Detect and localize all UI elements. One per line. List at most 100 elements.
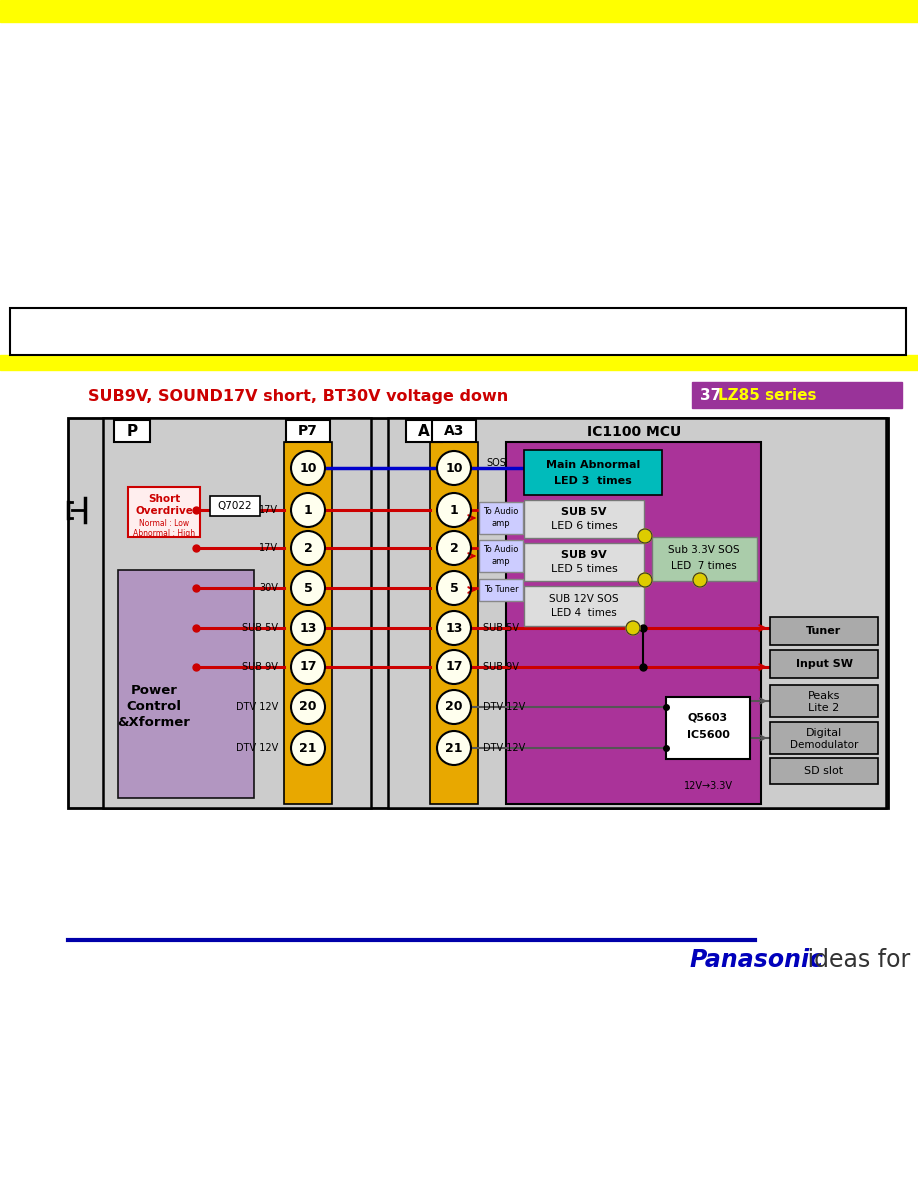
Bar [479, 503, 523, 533]
Text: LED  7 times: LED 7 times [671, 561, 737, 571]
Text: Overdrive: Overdrive [135, 506, 193, 516]
Text: 1: 1 [304, 504, 312, 517]
Text: SUB 5V: SUB 5V [242, 623, 278, 633]
Text: Control: Control [127, 700, 182, 713]
Text: Peaks: Peaks [808, 691, 840, 701]
Circle shape [626, 621, 640, 636]
Text: 21: 21 [445, 741, 463, 754]
Circle shape [291, 731, 325, 765]
Bar [479, 579, 523, 601]
Text: 20: 20 [299, 701, 317, 714]
Circle shape [638, 529, 652, 543]
Text: 20: 20 [445, 701, 463, 714]
Circle shape [291, 571, 325, 605]
Bar [286, 421, 330, 442]
Text: P7: P7 [298, 424, 318, 438]
Bar [506, 442, 761, 804]
Text: Digital: Digital [806, 728, 842, 738]
Circle shape [437, 690, 471, 723]
Bar [524, 450, 662, 495]
Text: 1: 1 [450, 504, 458, 517]
Text: LED 5 times: LED 5 times [551, 564, 618, 574]
Text: 17V: 17V [259, 543, 278, 552]
Circle shape [291, 531, 325, 565]
Text: P: P [127, 423, 138, 438]
Bar [770, 685, 878, 718]
Bar [0, 355, 918, 369]
Circle shape [437, 451, 471, 485]
Text: Demodulator: Demodulator [789, 740, 858, 750]
Text: To Audio: To Audio [483, 507, 519, 517]
Bar [103, 418, 371, 808]
Text: Tuner: Tuner [806, 626, 842, 636]
Bar [479, 541, 523, 571]
Text: 21: 21 [299, 741, 317, 754]
Text: 37: 37 [700, 387, 722, 403]
Bar [210, 497, 260, 516]
Text: SOS: SOS [486, 459, 506, 468]
Text: Normal : Low: Normal : Low [139, 519, 189, 529]
Text: 17: 17 [445, 661, 463, 674]
Circle shape [437, 611, 471, 645]
Circle shape [291, 650, 325, 684]
Text: SUB 9V: SUB 9V [483, 662, 519, 672]
Text: &Xformer: &Xformer [118, 715, 190, 728]
Text: Abnormal : High: Abnormal : High [133, 530, 195, 538]
Text: SUB 9V: SUB 9V [561, 550, 607, 560]
Bar [128, 487, 200, 537]
Text: 10: 10 [445, 461, 463, 474]
Bar [430, 442, 478, 804]
Bar [432, 421, 476, 442]
Bar [10, 308, 906, 355]
Text: SD slot: SD slot [804, 766, 844, 776]
Text: 13: 13 [299, 621, 317, 634]
Text: ideas for life: ideas for life [800, 948, 918, 972]
Circle shape [638, 573, 652, 587]
Text: DTV 12V: DTV 12V [483, 702, 525, 712]
Text: Main Abnormal: Main Abnormal [546, 460, 640, 470]
Text: 12V→3.3V: 12V→3.3V [684, 781, 733, 791]
Bar [770, 758, 878, 784]
Text: SUB 12V SOS: SUB 12V SOS [549, 594, 619, 604]
Circle shape [291, 493, 325, 527]
Text: 17V: 17V [259, 505, 278, 516]
Bar [524, 543, 644, 581]
Text: DTV 12V: DTV 12V [236, 702, 278, 712]
Text: A3: A3 [443, 424, 465, 438]
Text: LED 4  times: LED 4 times [551, 608, 617, 618]
Bar [68, 418, 888, 808]
Circle shape [291, 451, 325, 485]
Text: SUB 5V: SUB 5V [561, 507, 607, 517]
Text: 5: 5 [450, 581, 458, 594]
Bar [0, 0, 918, 23]
Text: amp: amp [492, 519, 510, 529]
Text: Sub 3.3V SOS: Sub 3.3V SOS [668, 545, 740, 555]
Text: 17: 17 [299, 661, 317, 674]
Bar [524, 586, 644, 626]
Text: Power: Power [130, 683, 177, 696]
Text: Input SW: Input SW [796, 659, 853, 669]
Circle shape [693, 573, 707, 587]
Text: IC1100 MCU: IC1100 MCU [587, 425, 681, 440]
Bar [388, 418, 886, 808]
Text: 10: 10 [299, 461, 317, 474]
Text: IC5600: IC5600 [687, 729, 730, 740]
Bar [114, 421, 150, 442]
Text: A: A [418, 423, 430, 438]
Text: DTV 12V: DTV 12V [236, 742, 278, 753]
Circle shape [437, 531, 471, 565]
Bar [770, 722, 878, 754]
Text: Panasonic: Panasonic [690, 948, 824, 972]
Bar [666, 697, 750, 759]
Bar [406, 421, 442, 442]
Bar [770, 617, 878, 645]
Circle shape [437, 650, 471, 684]
Text: LZ85 series: LZ85 series [718, 387, 816, 403]
Text: To Audio: To Audio [483, 545, 519, 555]
Bar [118, 570, 254, 798]
Circle shape [437, 493, 471, 527]
Text: 2: 2 [304, 542, 312, 555]
Bar [770, 650, 878, 678]
Text: Q5603: Q5603 [688, 713, 728, 723]
Text: amp: amp [492, 557, 510, 567]
